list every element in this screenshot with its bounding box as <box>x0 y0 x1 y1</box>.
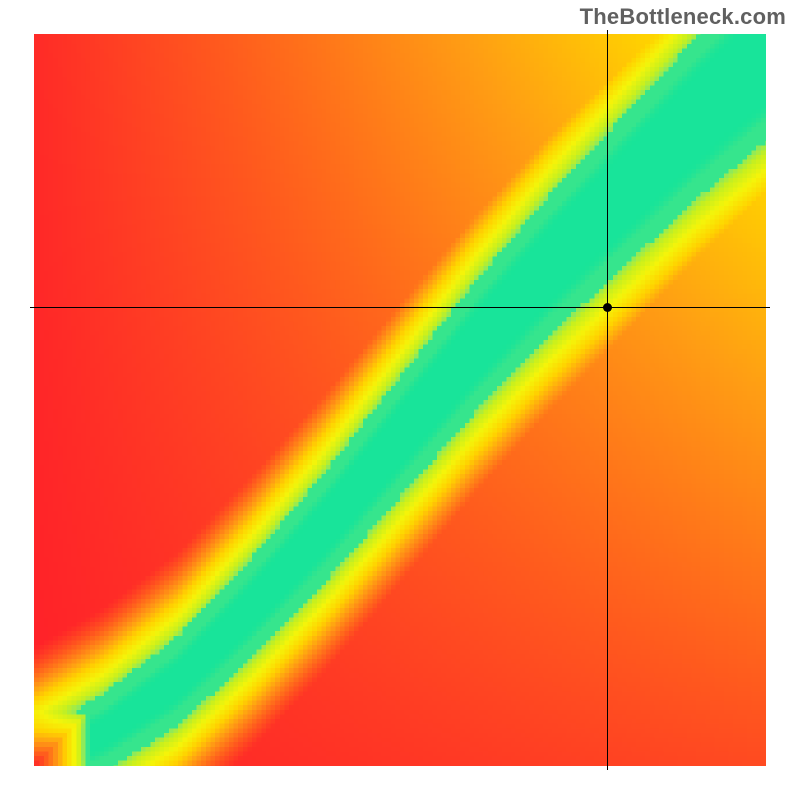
watermark-text: TheBottleneck.com <box>580 4 786 30</box>
bottleneck-heatmap <box>30 30 770 770</box>
chart-container: TheBottleneck.com <box>0 0 800 800</box>
